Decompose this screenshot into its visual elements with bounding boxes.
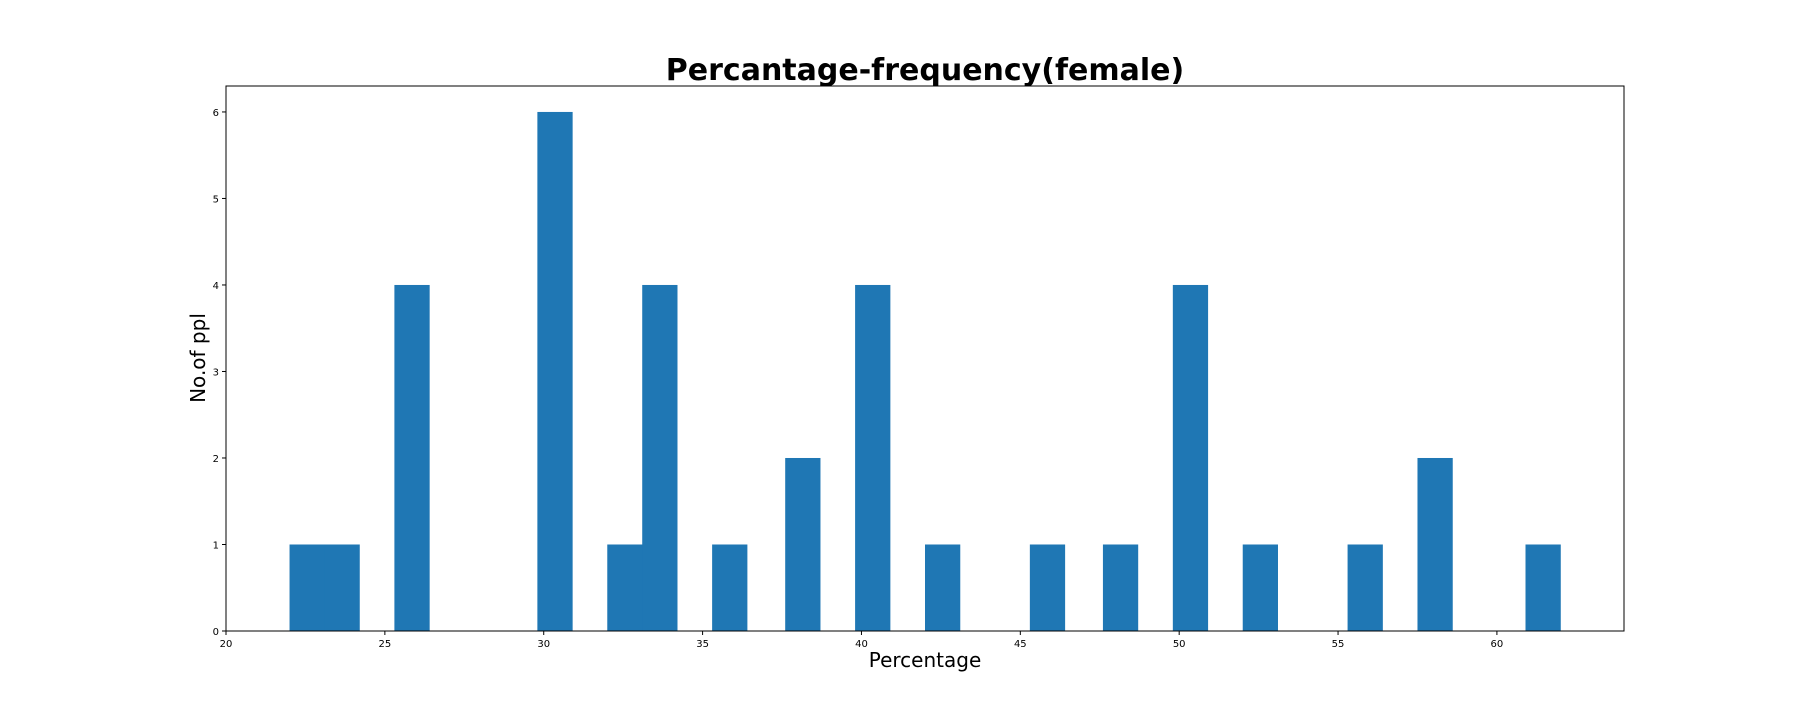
- x-tick-label: 50: [1173, 639, 1186, 650]
- y-tick-label: 3: [213, 367, 219, 378]
- histogram-bar: [642, 284, 678, 631]
- y-tick-label: 2: [213, 454, 219, 465]
- y-axis-label: No.of ppl: [186, 313, 210, 403]
- histogram-bar: [1525, 544, 1561, 631]
- x-tick-label: 40: [855, 639, 868, 650]
- histogram-bar: [289, 544, 325, 631]
- y-tick-label: 6: [213, 108, 219, 119]
- histogram-bar: [1347, 544, 1383, 631]
- histogram-bar: [1029, 544, 1066, 631]
- x-tick-label: 20: [220, 639, 233, 650]
- histogram-bar: [1242, 544, 1278, 631]
- bars-group: [289, 111, 1561, 631]
- chart-title: Percantage-frequency(female): [666, 53, 1184, 88]
- histogram-bar: [607, 544, 643, 631]
- histogram-bar: [855, 284, 891, 631]
- histogram-bar: [1417, 457, 1453, 631]
- plot-frame: [225, 85, 1625, 632]
- histogram-bar: [324, 544, 360, 631]
- y-tick-label: 5: [213, 194, 219, 205]
- x-tick-label: 45: [1014, 639, 1027, 650]
- histogram-bar: [1172, 284, 1209, 631]
- x-tick-label: 30: [537, 639, 550, 650]
- x-axis-ticks: 20 25 30 35 40 45 50 55 60: [220, 631, 1504, 650]
- histogram-bar: [1102, 544, 1139, 631]
- x-tick-label: 25: [378, 639, 391, 650]
- y-tick-label: 1: [213, 540, 219, 551]
- histogram-bar: [925, 544, 961, 631]
- x-tick-label: 35: [696, 639, 709, 650]
- x-axis-label: Percentage: [869, 648, 982, 672]
- y-tick-label: 4: [213, 281, 219, 292]
- x-tick-label: 60: [1491, 639, 1504, 650]
- histogram-bar: [537, 111, 573, 631]
- y-axis-ticks: 0 1 2 3 4 5 6: [213, 108, 226, 638]
- x-tick-label: 55: [1332, 639, 1345, 650]
- histogram-bar: [785, 457, 821, 631]
- histogram-bar: [394, 284, 430, 631]
- histogram-bar: [712, 544, 748, 631]
- y-tick-label: 0: [213, 627, 219, 638]
